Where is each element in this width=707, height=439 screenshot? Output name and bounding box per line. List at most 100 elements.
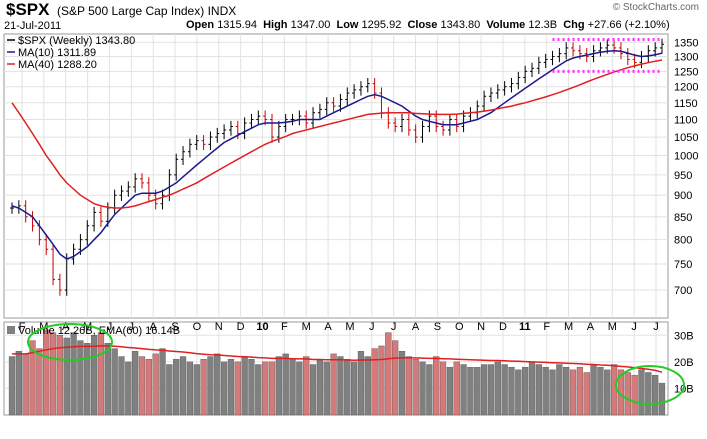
volume-bar xyxy=(186,361,194,416)
price-y-tick-label: 900 xyxy=(674,190,692,202)
price-y-tick-label: 1000 xyxy=(674,150,698,162)
x-tick-label: J xyxy=(129,321,135,333)
volume-bar xyxy=(378,345,385,416)
volume-bar xyxy=(132,351,139,416)
volume-bar xyxy=(439,361,447,416)
volume-bar xyxy=(248,359,255,416)
x-tick-label: J xyxy=(369,321,375,333)
price-bar xyxy=(174,153,179,181)
ticker-symbol: $SPX xyxy=(6,0,50,19)
volume-bar xyxy=(8,356,16,416)
volume-bar xyxy=(467,366,474,416)
price-bar xyxy=(44,234,49,255)
price-bar xyxy=(502,81,507,96)
volume-bar xyxy=(392,340,399,416)
price-bar xyxy=(482,90,487,112)
legend-price: $SPX (Weekly) 1343.80 xyxy=(18,35,135,47)
x-tick-label: N xyxy=(477,321,485,333)
volume-bar xyxy=(405,356,412,416)
volume-bar xyxy=(90,335,98,416)
price-bar xyxy=(488,87,493,102)
volume-bar xyxy=(193,364,200,416)
volume-bar xyxy=(624,372,631,416)
price-bar xyxy=(420,120,425,143)
volume-bar xyxy=(227,359,235,416)
price-y-tick-label: 1050 xyxy=(674,132,698,144)
volume-ema-line xyxy=(12,345,663,373)
price-bar xyxy=(509,77,514,93)
price-bar xyxy=(228,120,233,136)
x-tick-label: F xyxy=(543,321,550,333)
price-bar xyxy=(660,38,664,54)
x-tick-label: O xyxy=(193,321,202,333)
price-bar xyxy=(543,53,548,69)
price-bar xyxy=(194,135,199,151)
x-tick-label: M xyxy=(564,321,573,333)
x-tick-label: A xyxy=(324,321,332,333)
volume-bar xyxy=(337,356,344,416)
price-bar xyxy=(256,110,261,126)
volume-bar xyxy=(364,356,371,416)
volume-bar xyxy=(309,364,317,416)
volume-bar xyxy=(480,364,488,416)
volume-bar xyxy=(398,351,406,416)
volume-bar xyxy=(535,364,542,416)
price-bar xyxy=(160,189,165,210)
price-bar xyxy=(413,124,418,143)
price-bar xyxy=(92,206,97,232)
volume-bar xyxy=(138,356,146,416)
price-y-tick-label: 1300 xyxy=(674,52,698,64)
volume-bar xyxy=(323,361,330,416)
volume-bar xyxy=(36,348,43,416)
volume-bar xyxy=(303,356,310,416)
watermark: © StockCharts.com xyxy=(612,2,699,13)
price-bar xyxy=(564,42,569,60)
price-bar xyxy=(242,117,247,140)
volume-bar xyxy=(563,366,570,416)
volume-bar xyxy=(111,348,118,416)
volume-bar xyxy=(412,359,419,416)
x-tick-label: O xyxy=(455,321,464,333)
volume-bar xyxy=(652,374,659,416)
price-bar xyxy=(454,113,459,133)
x-tick-label: J xyxy=(391,321,397,333)
price-bar xyxy=(441,120,446,136)
ohlc-readout: Open 1315.94 High 1347.00 Low 1295.92 Cl… xyxy=(186,19,670,31)
volume-bar xyxy=(494,361,501,416)
price-bar xyxy=(536,56,541,75)
price-bar xyxy=(331,97,336,112)
price-bar xyxy=(119,185,124,201)
volume-bar xyxy=(576,366,584,416)
price-bar xyxy=(317,103,322,119)
price-bar xyxy=(523,65,528,84)
volume-bar xyxy=(29,340,36,416)
x-tick-label: M xyxy=(345,321,354,333)
volume-bar xyxy=(296,361,303,416)
x-tick-label: S xyxy=(171,321,178,333)
price-bar xyxy=(352,84,357,99)
volume-bar xyxy=(460,364,467,416)
volume-bar xyxy=(268,361,276,416)
volume-bar xyxy=(275,356,282,416)
volume-bar xyxy=(385,332,392,416)
price-bar xyxy=(406,113,411,136)
price-bar xyxy=(235,120,240,140)
price-y-tick-label: 800 xyxy=(674,235,692,247)
volume-bar xyxy=(214,353,221,416)
ticker-description: (S&P 500 Large Cap Index) INDX xyxy=(57,4,237,18)
x-tick-label: F xyxy=(19,321,26,333)
volume-bar xyxy=(152,353,159,416)
volume-bar xyxy=(63,337,70,416)
price-y-tick-label: 1150 xyxy=(674,98,698,110)
price-panel-frame xyxy=(3,33,669,319)
volume-bar xyxy=(487,364,495,416)
volume-bar xyxy=(556,364,563,416)
price-bar xyxy=(133,173,138,193)
x-tick-label: D xyxy=(237,321,245,333)
volume-bar xyxy=(446,366,454,416)
x-tick-label: D xyxy=(499,321,507,333)
volume-bar xyxy=(316,359,324,416)
legend-ma10: MA(10) 1311.89 xyxy=(18,47,96,59)
volume-bar xyxy=(173,359,180,416)
x-tick-label: J xyxy=(631,321,637,333)
